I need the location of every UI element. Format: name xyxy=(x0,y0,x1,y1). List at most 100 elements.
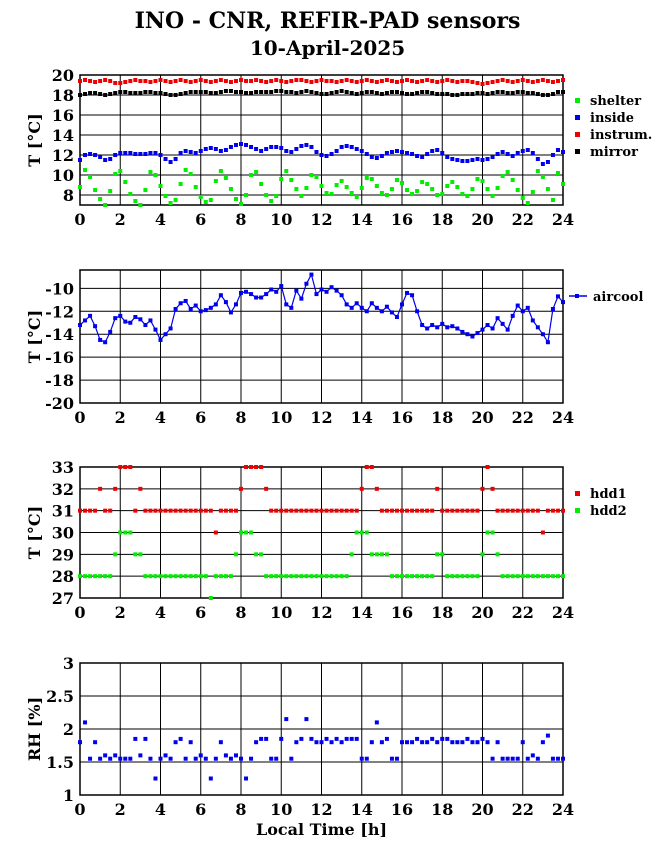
shelter-point xyxy=(445,184,450,188)
aircool-point xyxy=(430,323,435,328)
series-point xyxy=(314,740,319,745)
aircool-point xyxy=(379,309,384,314)
instrum-point xyxy=(178,78,183,82)
aircool-point xyxy=(254,295,259,300)
hdd2-point xyxy=(118,530,123,535)
x-tick-label: 20 xyxy=(471,800,493,819)
aircool-point xyxy=(264,292,269,297)
hdd1-point xyxy=(410,508,415,513)
aircool-point xyxy=(394,315,399,320)
shelter-point xyxy=(465,194,470,198)
aircool-point xyxy=(460,329,465,334)
aircool-point xyxy=(158,337,163,342)
series-point xyxy=(78,740,82,745)
shelter-point xyxy=(228,187,233,191)
aircool-point xyxy=(525,305,530,310)
hdd1-point xyxy=(455,508,460,513)
series-point xyxy=(213,756,218,761)
inside-point xyxy=(299,144,304,148)
hdd2-point xyxy=(279,574,284,579)
x-tick-label: 2 xyxy=(115,210,126,229)
shelter-point xyxy=(460,192,465,196)
aircool-point xyxy=(480,327,485,332)
shelter-point xyxy=(83,168,88,172)
instrum-point xyxy=(490,80,495,84)
hdd2-point xyxy=(450,574,455,579)
x-tick-label: 6 xyxy=(195,408,206,427)
hdd1-point xyxy=(400,508,404,513)
inside-point xyxy=(304,143,309,147)
inside-point xyxy=(88,152,93,156)
hdd2-point xyxy=(168,574,173,579)
aircool-point xyxy=(450,324,455,329)
series-point xyxy=(500,756,505,761)
hdd2-point xyxy=(173,574,178,579)
chart-date: 10-April-2025 xyxy=(249,36,406,60)
aircool-point xyxy=(540,332,545,337)
hdd2-point xyxy=(465,574,470,579)
inside-point xyxy=(274,145,279,149)
hdd1-point xyxy=(304,508,309,513)
inside-point xyxy=(158,153,163,157)
shelter-point xyxy=(158,184,163,188)
y-tick-label: 18 xyxy=(52,86,74,105)
instrum-point xyxy=(545,79,550,83)
mirror-point xyxy=(244,91,249,95)
instrum-point xyxy=(279,79,284,83)
aircool-point xyxy=(510,313,515,318)
instrum-point xyxy=(128,79,133,83)
shelter-point xyxy=(138,203,143,207)
y-tick-label: 2 xyxy=(63,720,74,739)
hdd1-point xyxy=(233,508,238,513)
inside-point xyxy=(510,154,515,158)
instrum-point xyxy=(354,80,359,84)
x-tick-label: 0 xyxy=(74,210,85,229)
instrum-point xyxy=(470,80,475,84)
mirror-point xyxy=(118,90,123,94)
mirror-point xyxy=(480,91,485,95)
y-tick-label: 31 xyxy=(52,502,74,521)
x-tick-label: 24 xyxy=(552,210,574,229)
shelter-point xyxy=(133,199,138,203)
series-point xyxy=(239,756,243,761)
series-point xyxy=(485,740,490,745)
hdd2-point xyxy=(239,530,243,535)
instrum-point xyxy=(183,79,188,83)
hdd1-point xyxy=(420,508,425,513)
hdd2-point xyxy=(223,574,228,579)
hdd2-point xyxy=(420,574,425,579)
mirror-point xyxy=(294,91,299,95)
shelter-point xyxy=(304,186,309,190)
mirror-point xyxy=(379,92,384,96)
series-point xyxy=(279,736,284,741)
inside-point xyxy=(460,159,465,163)
inside-point xyxy=(334,149,339,153)
hdd1-point xyxy=(379,508,384,513)
hdd2-point xyxy=(480,552,485,557)
instrum-point xyxy=(78,79,82,83)
hdd2-point xyxy=(314,574,319,579)
shelter-point xyxy=(510,178,515,182)
mirror-point xyxy=(203,90,208,94)
series-point xyxy=(520,740,525,745)
mirror-point xyxy=(138,91,143,95)
hdd1-point xyxy=(405,508,410,513)
instrum-point xyxy=(259,79,264,83)
hdd1-point xyxy=(118,465,123,469)
hdd2-point xyxy=(561,574,565,579)
aircool-point xyxy=(294,288,299,293)
inside-point xyxy=(168,160,173,164)
hdd1-point xyxy=(108,508,113,513)
shelter-point xyxy=(400,181,404,185)
hdd2-point xyxy=(475,574,480,579)
hdd2-point xyxy=(525,574,530,579)
inside-point xyxy=(294,147,299,151)
series-point xyxy=(143,736,148,741)
aircool-point xyxy=(445,325,450,330)
aircool-point xyxy=(369,301,374,306)
aircool-point xyxy=(545,340,550,345)
hdd2-legend-label: hdd2 xyxy=(590,504,627,519)
series-point xyxy=(198,753,203,758)
hdd2-point xyxy=(425,574,430,579)
series-point xyxy=(530,753,535,758)
